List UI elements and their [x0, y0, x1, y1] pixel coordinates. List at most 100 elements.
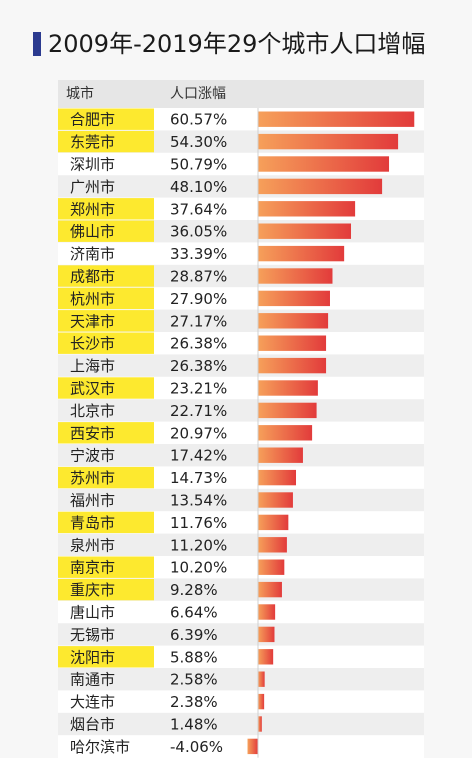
city-highlight — [58, 130, 154, 153]
header-growth: 人口涨幅 — [170, 86, 226, 102]
value-label: 2.38% — [170, 693, 218, 711]
city-label: 无锡市 — [70, 626, 115, 644]
value-label: 14.73% — [170, 469, 227, 487]
value-label: 48.10% — [170, 178, 227, 196]
row-background — [58, 488, 424, 512]
value-label: 27.17% — [170, 312, 227, 330]
bar — [258, 156, 390, 172]
value-label: 37.64% — [170, 200, 227, 218]
bar — [258, 335, 327, 351]
row-background — [58, 399, 424, 422]
city-highlight — [58, 578, 154, 601]
value-label: 9.28% — [170, 581, 218, 599]
bar — [258, 514, 289, 531]
bar — [247, 738, 258, 755]
value-label: 6.64% — [170, 604, 218, 622]
bar — [258, 201, 356, 217]
city-label: 东莞市 — [70, 133, 115, 151]
bar — [258, 133, 399, 150]
value-label: 36.05% — [170, 223, 227, 241]
city-label: 福州市 — [70, 492, 115, 510]
bar — [258, 245, 345, 262]
row-background — [58, 354, 424, 377]
row-background — [58, 668, 424, 691]
bar — [258, 223, 352, 239]
bar — [258, 671, 265, 687]
value-label: 17.42% — [170, 447, 227, 465]
city-highlight — [58, 287, 154, 310]
value-label: 60.57% — [170, 111, 227, 129]
bar — [258, 559, 285, 575]
bar — [258, 290, 330, 307]
city-label: 哈尔滨市 — [70, 738, 130, 756]
city-label: 北京市 — [70, 402, 115, 420]
city-label: 西安市 — [70, 424, 115, 442]
row-background — [58, 444, 424, 467]
city-label: 烟台市 — [70, 716, 115, 734]
city-label: 杭州市 — [70, 290, 115, 308]
value-label: 23.21% — [170, 380, 227, 398]
chart-title: 2009年-2019年29个城市人口增幅 — [48, 30, 426, 58]
value-label: 27.90% — [170, 290, 227, 308]
bar — [258, 178, 383, 195]
header-city: 城市 — [66, 86, 94, 102]
value-label: 13.54% — [170, 492, 227, 510]
city-highlight — [58, 377, 154, 399]
city-label: 宁波市 — [70, 447, 115, 465]
city-label: 长沙市 — [70, 335, 115, 353]
city-label: 青岛市 — [70, 514, 115, 532]
city-label: 成都市 — [70, 268, 115, 286]
city-highlight — [58, 422, 154, 444]
city-label: 唐山市 — [70, 604, 115, 622]
city-highlight — [58, 511, 154, 534]
value-label: 20.97% — [170, 424, 227, 442]
table-header — [58, 80, 424, 108]
bar — [258, 357, 327, 374]
bar — [258, 626, 275, 643]
bar — [258, 469, 297, 486]
title-accent-bar — [33, 32, 41, 56]
city-highlight — [58, 332, 154, 354]
city-highlight — [58, 265, 154, 287]
city-label: 合肥市 — [70, 111, 115, 129]
bar — [258, 537, 287, 553]
city-highlight — [58, 466, 154, 489]
city-label: 泉州市 — [70, 536, 115, 554]
value-label: 50.79% — [170, 156, 227, 174]
city-highlight — [58, 310, 154, 332]
city-label: 深圳市 — [70, 156, 115, 174]
bar — [258, 604, 276, 620]
city-label: 大连市 — [70, 693, 115, 711]
city-label: 重庆市 — [70, 581, 115, 599]
bar — [258, 716, 262, 732]
bar — [258, 581, 282, 598]
value-label: 6.39% — [170, 626, 218, 644]
bar — [258, 268, 333, 284]
bar — [258, 425, 313, 441]
city-label: 南京市 — [70, 559, 115, 577]
city-label: 佛山市 — [70, 223, 115, 241]
city-highlight — [58, 198, 154, 220]
value-label: 2.58% — [170, 671, 218, 689]
city-label: 上海市 — [70, 357, 115, 375]
bar — [258, 402, 317, 419]
city-label: 天津市 — [70, 312, 115, 330]
city-label: 苏州市 — [70, 469, 115, 487]
value-label: 54.30% — [170, 133, 227, 151]
city-label: 武汉市 — [70, 380, 115, 398]
city-highlight — [58, 556, 154, 578]
city-highlight — [58, 646, 154, 668]
bar — [258, 649, 274, 665]
bar — [258, 693, 265, 710]
value-label: 5.88% — [170, 648, 218, 666]
value-label: 10.20% — [170, 559, 227, 577]
city-highlight — [58, 220, 154, 242]
bar — [258, 447, 303, 463]
bar — [258, 313, 329, 329]
value-label: 22.71% — [170, 402, 227, 420]
row-background — [58, 623, 424, 646]
value-label: 11.76% — [170, 514, 227, 532]
row-background — [58, 533, 424, 556]
bar — [258, 111, 415, 127]
